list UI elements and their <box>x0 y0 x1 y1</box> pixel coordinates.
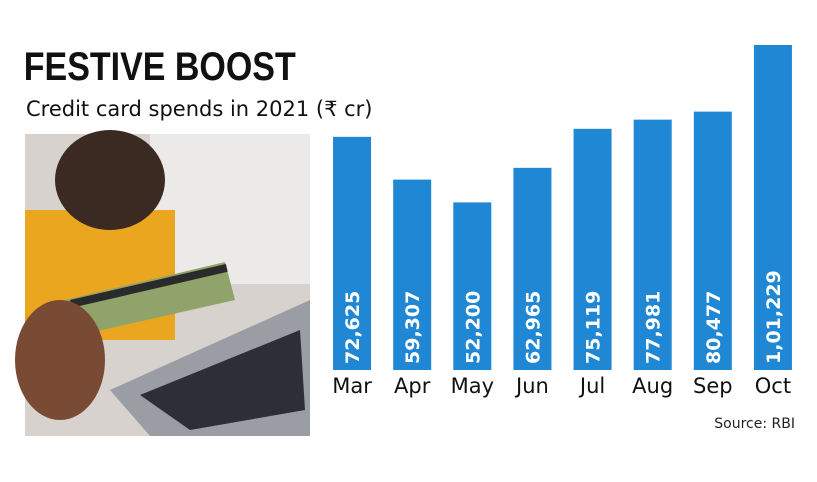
x-tick-label: Aug <box>632 374 673 398</box>
value-label: 72,625 <box>342 291 364 364</box>
x-tick-label: Oct <box>755 374 791 398</box>
value-label: 75,119 <box>583 291 605 364</box>
value-label: 77,981 <box>643 291 665 364</box>
x-tick-label: Sep <box>693 374 733 398</box>
x-tick-label: Jun <box>514 374 549 398</box>
bar <box>453 202 492 370</box>
chart-title: FESTIVE BOOST <box>24 43 296 88</box>
value-label: 80,477 <box>703 291 725 364</box>
value-label: 52,200 <box>462 291 484 364</box>
source: Source: RBI <box>714 416 795 432</box>
x-tick-label: Mar <box>332 374 372 398</box>
chart-subtitle: Credit card spends in 2021 (₹ cr) <box>26 97 373 121</box>
x-tick-label: Apr <box>394 374 431 398</box>
bar <box>513 167 552 370</box>
bar <box>693 111 732 370</box>
bar <box>573 128 612 370</box>
x-tick-label: May <box>451 374 494 398</box>
bar <box>333 136 372 370</box>
value-label: 62,965 <box>522 291 544 364</box>
photo <box>15 130 310 436</box>
value-label: 59,307 <box>402 291 424 364</box>
value-label: 1,01,229 <box>763 270 785 364</box>
bar <box>633 119 672 370</box>
bar <box>753 45 792 370</box>
bar <box>393 179 432 370</box>
x-tick-label: Jul <box>578 374 605 398</box>
